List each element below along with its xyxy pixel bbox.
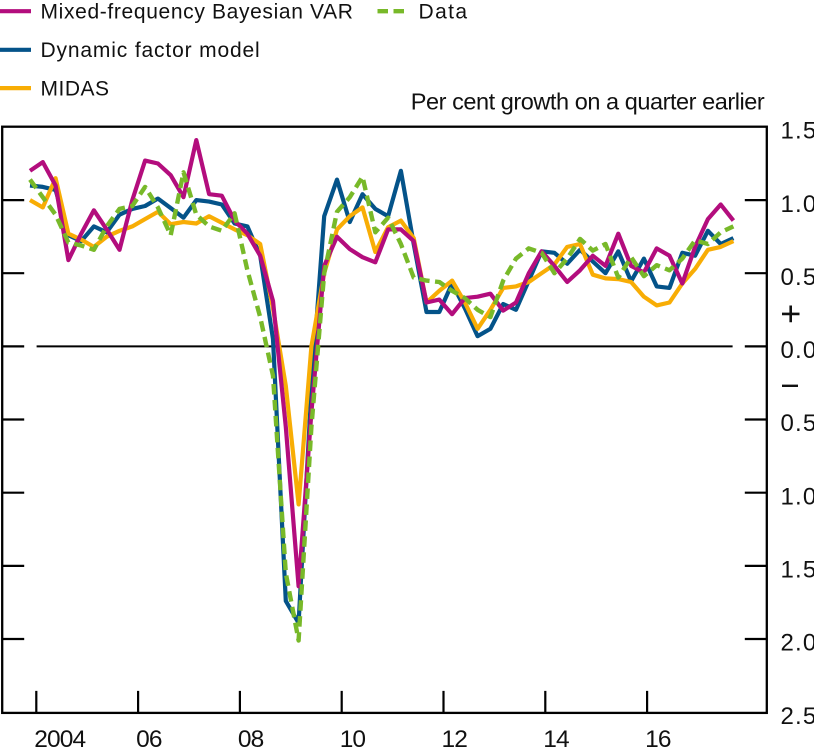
svg-text:Per cent growth on a quarter e: Per cent growth on a quarter earlier	[411, 89, 765, 115]
svg-text:Dynamic factor model: Dynamic factor model	[41, 39, 261, 62]
svg-text:2.5: 2.5	[781, 703, 814, 730]
svg-text:1.5: 1.5	[781, 557, 814, 584]
svg-text:1.5: 1.5	[781, 118, 814, 145]
svg-text:1.0: 1.0	[781, 483, 814, 510]
svg-text:0.0: 0.0	[781, 337, 814, 364]
svg-text:12: 12	[442, 726, 468, 751]
svg-text:10: 10	[340, 726, 366, 751]
svg-text:2.0: 2.0	[781, 630, 814, 657]
svg-text:Mixed-frequency Bayesian VAR: Mixed-frequency Bayesian VAR	[41, 1, 354, 24]
svg-text:08: 08	[238, 726, 264, 751]
svg-text:2004: 2004	[34, 726, 85, 751]
svg-text:16: 16	[645, 726, 671, 751]
svg-text:MIDAS: MIDAS	[41, 77, 110, 100]
svg-text:0.5: 0.5	[781, 410, 814, 437]
svg-text:0.5: 0.5	[781, 264, 814, 291]
svg-text:Data: Data	[419, 1, 469, 24]
svg-text:06: 06	[136, 726, 162, 751]
svg-text:1.0: 1.0	[781, 191, 814, 218]
svg-text:14: 14	[543, 726, 569, 751]
